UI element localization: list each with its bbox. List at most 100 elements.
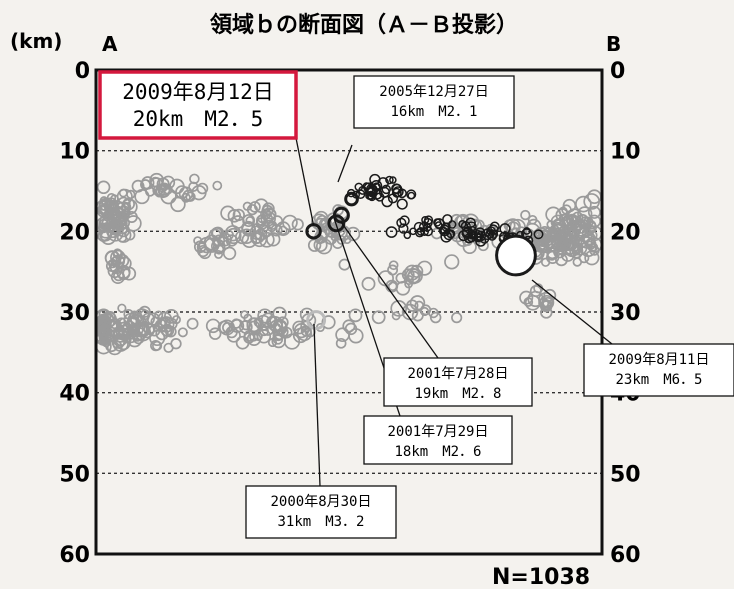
hypocenter-point (390, 300, 408, 317)
hypocenter-point (335, 337, 347, 349)
hypocenter-point (140, 179, 152, 191)
hypocenter-point-recent (367, 191, 377, 202)
hypocenter-point (578, 252, 590, 264)
hypocenter-point (587, 230, 598, 241)
hypocenter-point (117, 303, 127, 313)
hypocenter-point (208, 327, 222, 340)
hypocenter-point (251, 231, 268, 248)
event-count: N=1038 (492, 565, 590, 589)
annotated-event-point (495, 234, 537, 277)
hypocenter-point-recent (399, 215, 410, 226)
hypocenter-point-recent (421, 215, 430, 225)
hypocenter-point (99, 228, 113, 242)
hypocenter-point (96, 180, 111, 195)
hypocenter-point (193, 236, 203, 246)
hypocenter-point (205, 318, 221, 334)
annotated-event-point (344, 191, 359, 207)
hypocenter-point (539, 299, 553, 313)
hypocenter-point (98, 334, 109, 345)
hypocenter-point (106, 320, 118, 332)
hypocenter-point (391, 311, 401, 321)
hypocenter-point-recent (487, 231, 497, 241)
hypocenter-point (148, 324, 161, 337)
hypocenter-point (113, 333, 127, 347)
hypocenter-point (175, 185, 189, 199)
hypocenter-point-recent (398, 223, 409, 234)
hypocenter-point (154, 310, 164, 320)
annotation-box (583, 343, 734, 397)
hypocenter-point (444, 254, 460, 270)
annotation-box (353, 75, 515, 129)
hypocenter-point-recent (385, 226, 398, 238)
hypocenter-point (232, 208, 245, 222)
annotation-box (383, 357, 533, 407)
hypocenter-point (250, 230, 265, 244)
hypocenter-point-recent (391, 183, 403, 195)
annotation-leaders (295, 137, 613, 487)
hypocenter-point (152, 185, 164, 196)
hypocenter-point-recent (440, 230, 453, 243)
hypocenter-point (549, 224, 560, 235)
hypocenter-point (348, 328, 364, 344)
hypocenter-point (542, 296, 554, 309)
hypocenter-point-recent (389, 176, 397, 184)
annotation-box (363, 415, 513, 465)
annotation-date: 2009年8月11日 (608, 352, 709, 368)
hypocenter-point (371, 310, 386, 325)
chart-title: 領域ｂの断面図（Ａ－Ｂ投影） (210, 12, 518, 38)
hypocenter-point (260, 208, 272, 220)
hypocenter-point (169, 178, 185, 195)
hypocenter-point (568, 239, 581, 252)
hypocenter-point (267, 337, 278, 348)
hypocenter-point (404, 264, 421, 281)
hypocenter-point (546, 250, 557, 261)
hypocenter-point (116, 266, 131, 281)
hypocenter-point (160, 317, 171, 329)
hypocenter-point (348, 308, 363, 323)
hypocenter-point (171, 315, 181, 325)
annotation-date: 2005年12月27日 (379, 84, 488, 100)
hypocenter-point (114, 205, 124, 215)
hypocenter-point (575, 195, 592, 213)
y-tick-label-right: 50 (610, 462, 641, 487)
hypocenter-point (292, 327, 309, 344)
end-label-a: A (102, 32, 118, 56)
leader-line (337, 144, 353, 183)
hypocenter-point (273, 320, 288, 335)
hypocenter-point (241, 232, 258, 249)
hypocenter-point (240, 319, 252, 331)
hypocenter-point-recent (354, 182, 364, 192)
hypocenter-point (135, 315, 147, 327)
y-tick-label-right: 30 (610, 301, 641, 326)
hypocenter-point (256, 329, 272, 344)
hypocenter-point (429, 311, 442, 324)
hypocenter-point (527, 290, 544, 308)
hypocenter-point (106, 192, 117, 203)
hypocenter-point (243, 329, 256, 342)
y-tick-label-left: 50 (59, 462, 90, 487)
hypocenter-point (211, 239, 226, 254)
annotation-date: 2001年7月28日 (407, 366, 508, 382)
annotated-event-point (306, 310, 327, 331)
hypocenter-point-recent (391, 187, 402, 198)
hypocenter-point (248, 320, 261, 333)
y-tick-label-left: 40 (59, 382, 90, 407)
leader-line (340, 221, 439, 359)
hypocenter-point (540, 257, 551, 267)
hypocenter-point (566, 208, 582, 223)
hypocenter-point (212, 180, 223, 191)
y-tick-label-right: 10 (610, 140, 641, 165)
highlight-box (98, 70, 298, 140)
y-tick-label-right: 60 (610, 543, 641, 568)
annotation-info: 23km M6．5 (615, 372, 702, 388)
hypocenter-point (564, 238, 576, 250)
hypocenter-point (589, 242, 599, 252)
y-tick-label-left: 20 (59, 220, 90, 245)
hypocenter-point (271, 215, 284, 227)
hypocenter-point (292, 320, 307, 335)
hypocenter-point (533, 230, 548, 245)
hypocenter-point-recent (533, 229, 544, 240)
hypocenter-point (122, 266, 137, 281)
hypocenter-point (196, 182, 209, 195)
